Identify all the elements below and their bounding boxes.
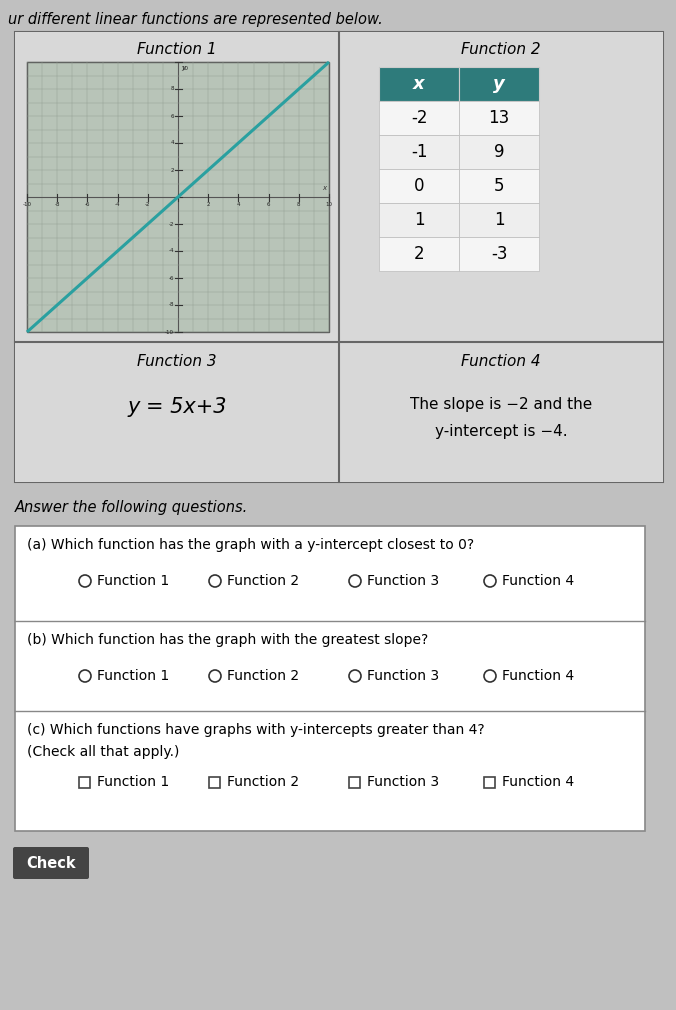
Text: Function 3: Function 3	[367, 669, 439, 683]
Text: x: x	[413, 75, 425, 93]
FancyBboxPatch shape	[27, 62, 329, 332]
Text: x: x	[322, 185, 326, 191]
Text: Function 3: Function 3	[367, 775, 439, 789]
Text: (Check all that apply.): (Check all that apply.)	[27, 745, 179, 759]
Text: The slope is −2 and the: The slope is −2 and the	[410, 397, 592, 412]
Text: Function 1: Function 1	[137, 42, 217, 57]
Text: -6: -6	[84, 202, 90, 207]
Text: Function 4: Function 4	[502, 669, 574, 683]
FancyBboxPatch shape	[339, 32, 663, 342]
Text: Answer the following questions.: Answer the following questions.	[15, 500, 248, 515]
Text: (c) Which functions have graphs with y-intercepts greater than 4?: (c) Which functions have graphs with y-i…	[27, 723, 485, 737]
Text: 8: 8	[170, 87, 174, 92]
FancyBboxPatch shape	[379, 169, 459, 203]
Text: Function 2: Function 2	[227, 775, 299, 789]
Text: 8: 8	[297, 202, 301, 207]
Text: Function 4: Function 4	[461, 354, 541, 369]
Text: (a) Which function has the graph with a y-intercept closest to 0?: (a) Which function has the graph with a …	[27, 538, 474, 552]
Text: Function 2: Function 2	[227, 574, 299, 588]
FancyBboxPatch shape	[459, 135, 539, 169]
Text: y-intercept is −4.: y-intercept is −4.	[435, 424, 567, 439]
Text: -2: -2	[411, 109, 427, 127]
Text: Function 2: Function 2	[461, 42, 541, 57]
FancyBboxPatch shape	[379, 203, 459, 237]
Text: Function 3: Function 3	[137, 354, 217, 369]
FancyBboxPatch shape	[15, 526, 645, 831]
Text: Function 4: Function 4	[502, 775, 574, 789]
Text: y = 5x+3: y = 5x+3	[127, 397, 226, 417]
Text: Function 1: Function 1	[97, 775, 169, 789]
Text: 0: 0	[414, 177, 425, 195]
Text: 2: 2	[206, 202, 210, 207]
Text: 6: 6	[267, 202, 270, 207]
Text: 4: 4	[237, 202, 240, 207]
Text: -8: -8	[55, 202, 60, 207]
Text: -10: -10	[22, 202, 32, 207]
Text: y: y	[181, 65, 185, 71]
Text: -2: -2	[168, 221, 174, 226]
FancyBboxPatch shape	[379, 135, 459, 169]
FancyBboxPatch shape	[459, 169, 539, 203]
FancyBboxPatch shape	[79, 777, 90, 788]
Text: ur different linear functions are represented below.: ur different linear functions are repres…	[8, 12, 383, 27]
Text: 5: 5	[493, 177, 504, 195]
Text: Function 1: Function 1	[97, 669, 169, 683]
Text: 4: 4	[170, 140, 174, 145]
Text: -2: -2	[145, 202, 151, 207]
Text: 1: 1	[414, 211, 425, 229]
Text: -3: -3	[491, 245, 507, 263]
FancyBboxPatch shape	[13, 847, 89, 879]
Text: Function 2: Function 2	[227, 669, 299, 683]
FancyBboxPatch shape	[15, 32, 339, 342]
Text: 13: 13	[488, 109, 510, 127]
Text: -6: -6	[168, 276, 174, 281]
FancyBboxPatch shape	[379, 67, 459, 101]
FancyBboxPatch shape	[339, 342, 663, 482]
Text: Check: Check	[26, 855, 76, 871]
Text: -4: -4	[168, 248, 174, 254]
Text: y: y	[493, 75, 505, 93]
FancyBboxPatch shape	[459, 237, 539, 271]
FancyBboxPatch shape	[379, 101, 459, 135]
Text: Function 4: Function 4	[502, 574, 574, 588]
Text: Function 3: Function 3	[367, 574, 439, 588]
FancyBboxPatch shape	[349, 777, 360, 788]
Text: -10: -10	[165, 329, 174, 334]
Text: 1: 1	[493, 211, 504, 229]
FancyBboxPatch shape	[459, 101, 539, 135]
Text: 9: 9	[493, 143, 504, 161]
Text: -8: -8	[168, 303, 174, 307]
Text: 2: 2	[414, 245, 425, 263]
Text: 2: 2	[170, 168, 174, 173]
FancyBboxPatch shape	[15, 342, 339, 482]
FancyBboxPatch shape	[459, 203, 539, 237]
FancyBboxPatch shape	[209, 777, 220, 788]
Text: 6: 6	[170, 113, 174, 118]
Text: 10: 10	[326, 202, 333, 207]
Text: -1: -1	[411, 143, 427, 161]
FancyBboxPatch shape	[459, 67, 539, 101]
Text: Function 1: Function 1	[97, 574, 169, 588]
FancyBboxPatch shape	[484, 777, 495, 788]
FancyBboxPatch shape	[379, 237, 459, 271]
Text: 10: 10	[181, 66, 188, 71]
Text: (b) Which function has the graph with the greatest slope?: (b) Which function has the graph with th…	[27, 633, 429, 647]
FancyBboxPatch shape	[15, 32, 663, 482]
Text: -4: -4	[115, 202, 120, 207]
